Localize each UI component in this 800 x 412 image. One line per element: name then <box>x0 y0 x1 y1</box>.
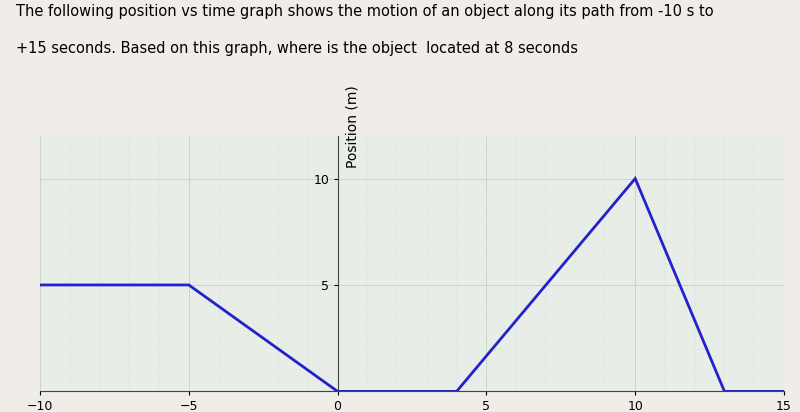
Text: The following position vs time graph shows the motion of an object along its pat: The following position vs time graph sho… <box>16 4 714 19</box>
Text: Position (m): Position (m) <box>346 85 359 168</box>
Text: +15 seconds. Based on this graph, where is the object  located at 8 seconds: +15 seconds. Based on this graph, where … <box>16 41 578 56</box>
